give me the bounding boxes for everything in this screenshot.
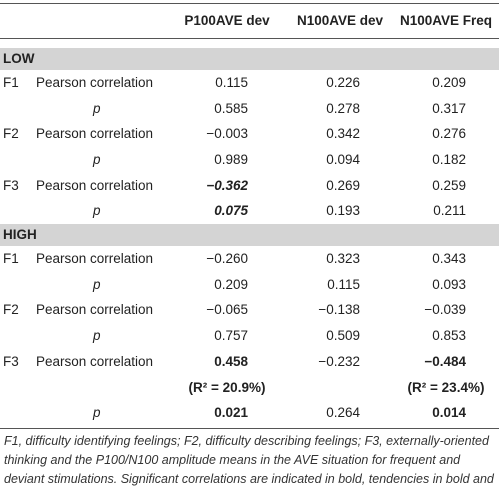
cell-value: 0.259 (432, 177, 466, 193)
cell-value: 0.276 (432, 126, 466, 142)
cell-value: 0.211 (433, 203, 466, 219)
cell-value: 0.853 (432, 328, 466, 344)
factor-label: F2 (3, 126, 19, 142)
factor-label: F1 (3, 251, 19, 267)
cell-value: 0.226 (326, 74, 360, 90)
factor-label: F3 (3, 353, 19, 369)
cell-value: 0.342 (326, 126, 360, 142)
cell-value: 0.182 (432, 151, 466, 167)
cell-value: −0.232 (318, 353, 360, 369)
factor-label: F2 (3, 302, 19, 318)
measure-label: Pearson correlation (36, 353, 154, 369)
cell-value: 0.264 (326, 405, 360, 421)
cell-value: (R² = 23.4%) (407, 379, 485, 395)
cell-value: 0.209 (214, 276, 248, 292)
cell-value: 0.269 (326, 177, 360, 193)
section-band (0, 48, 499, 70)
cell-value: 0.075 (214, 203, 248, 219)
measure-label: Pearson correlation (36, 74, 154, 90)
measure-label: Pearson correlation (36, 177, 154, 193)
cell-value: 0.757 (214, 328, 248, 344)
cell-value: 0.094 (326, 151, 360, 167)
cell-value: 0.115 (215, 74, 248, 90)
footnote: F1, difficulty identifying feelings; F2,… (4, 434, 494, 486)
section-label: LOW (3, 51, 35, 66)
cell-value: −0.362 (206, 177, 248, 193)
cell-value: −0.138 (318, 302, 360, 318)
rule (0, 3, 499, 4)
factor-label: F1 (3, 74, 19, 90)
measure-label: p (93, 151, 101, 167)
measure-label: p (93, 203, 101, 219)
cell-value: (R² = 20.9%) (188, 379, 266, 395)
cell-value: 0.323 (326, 251, 360, 267)
column-header: P100AVE dev (184, 13, 270, 28)
measure-label: p (93, 276, 101, 292)
section-label: HIGH (3, 227, 37, 243)
rule (0, 38, 499, 39)
cell-value: 0.585 (214, 100, 248, 116)
cell-value: 0.014 (432, 405, 466, 421)
cell-value: −0.484 (424, 353, 466, 369)
factor-label: F3 (3, 177, 19, 193)
cell-value: 0.278 (326, 100, 360, 116)
cell-value: 0.209 (432, 74, 466, 90)
cell-value: 0.989 (214, 151, 248, 167)
measure-label: p (93, 100, 101, 116)
cell-value: −0.065 (206, 302, 248, 318)
cell-value: 0.193 (326, 203, 360, 219)
cell-value: −0.003 (206, 126, 248, 142)
measure-label: Pearson correlation (36, 126, 154, 142)
cell-value: 0.343 (432, 251, 466, 267)
cell-value: −0.260 (206, 251, 248, 267)
cell-value: −0.039 (424, 302, 466, 318)
cell-value: 0.317 (432, 100, 466, 116)
section-band (0, 224, 499, 247)
measure-label: p (93, 328, 101, 344)
measure-label: Pearson correlation (36, 251, 154, 267)
column-header: N100AVE dev (296, 13, 384, 28)
cell-value: 0.115 (327, 276, 360, 292)
measure-label: Pearson correlation (36, 302, 154, 318)
cell-value: 0.093 (432, 276, 466, 292)
rule (0, 428, 499, 429)
measure-label: p (93, 405, 101, 421)
cell-value: 0.458 (214, 353, 248, 369)
column-header: N100AVE Freq (399, 13, 493, 28)
cell-value: 0.509 (326, 328, 360, 344)
cell-value: 0.021 (214, 405, 248, 421)
